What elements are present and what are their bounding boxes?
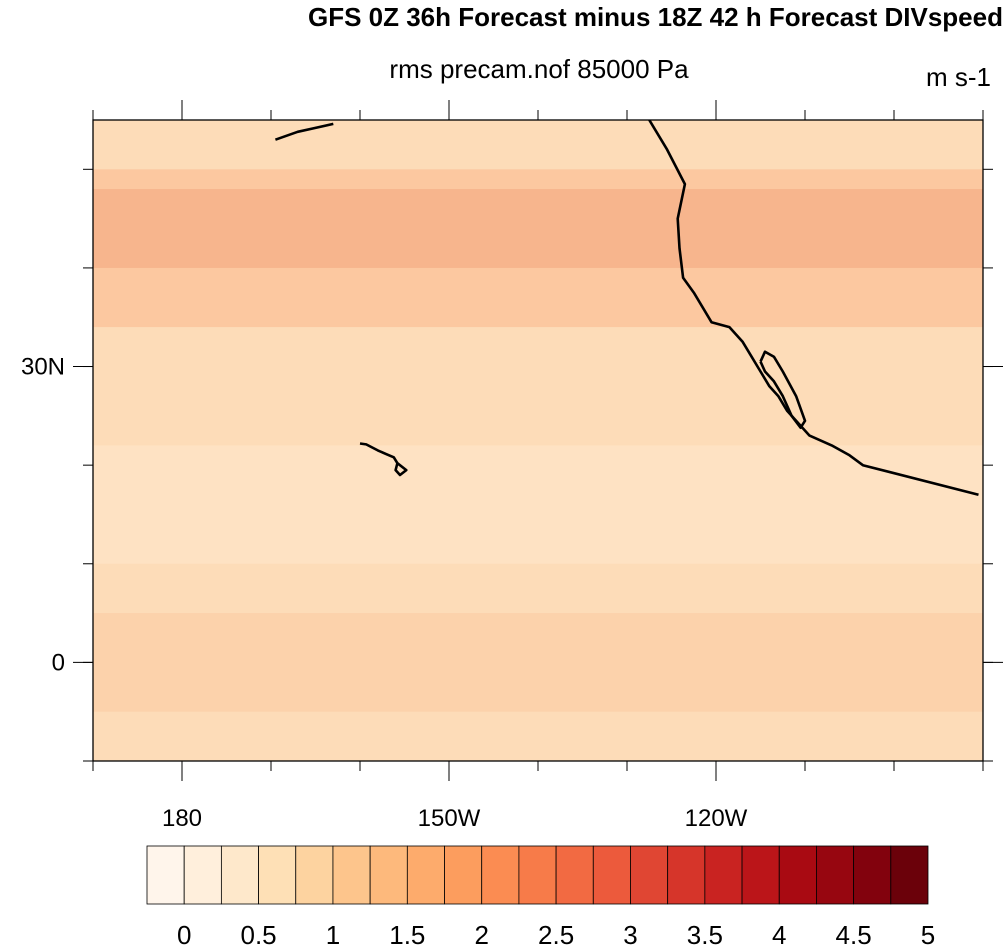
coastline-baja-peninsula <box>759 350 807 430</box>
data-field <box>93 120 983 761</box>
colorbar-label: 0 <box>177 920 191 948</box>
axis-ticks: 180 150W 120W 30N 0 <box>21 100 1003 832</box>
colorbar-label: 3 <box>623 920 637 948</box>
colorbar-swatch <box>146 845 185 905</box>
coastline-hawaii <box>359 442 408 477</box>
figure-subtitle: rms precam.nof 85000 Pa <box>389 54 689 84</box>
colorbar-swatch <box>332 845 371 905</box>
colorbar-swatch <box>704 845 743 905</box>
colorbar-label: 2.5 <box>538 920 574 948</box>
colorbar-swatch <box>183 845 222 905</box>
colorbar-label: 4 <box>772 920 786 948</box>
colorbar-swatch <box>444 845 483 905</box>
coastline-aleutians <box>274 122 334 141</box>
colorbar-swatch <box>406 845 445 905</box>
colorbar-swatch <box>555 845 594 905</box>
colorbar-swatch <box>369 845 408 905</box>
colorbar-label: 5 <box>921 920 935 948</box>
coastline-north-america <box>648 120 979 496</box>
field-region-band <box>93 189 983 268</box>
colorbar-swatch <box>778 845 817 905</box>
field-region-band <box>93 445 983 564</box>
colorbar-label: 3.5 <box>687 920 723 948</box>
colorbar-label: 0.5 <box>240 920 276 948</box>
field-region-band <box>93 613 983 712</box>
x-tick-label: 180 <box>162 805 202 832</box>
y-tick-label: 0 <box>52 649 65 676</box>
colorbar-swatch <box>853 845 892 905</box>
figure-title: GFS 0Z 36h Forecast minus 18Z 42 h Forec… <box>307 2 1003 32</box>
coastlines <box>274 120 979 496</box>
y-tick-label: 30N <box>21 354 65 381</box>
units-label: m s-1 <box>926 62 991 92</box>
colorbar-swatch <box>258 845 297 905</box>
colorbar-swatch <box>220 845 259 905</box>
colorbar-swatch <box>667 845 706 905</box>
colorbar-swatch <box>481 845 520 905</box>
colorbar-swatch <box>890 845 929 905</box>
colorbar-swatch <box>741 845 780 905</box>
x-tick-label: 150W <box>418 805 481 832</box>
colorbar-swatch <box>630 845 669 905</box>
colorbar: 0 0.5 1 1.5 2 2.5 3 3.5 4 4.5 5 <box>146 845 935 948</box>
colorbar-label: 1 <box>326 920 340 948</box>
colorbar-label: 2 <box>474 920 488 948</box>
colorbar-label: 1.5 <box>389 920 425 948</box>
colorbar-swatch <box>518 845 557 905</box>
colorbar-label: 4.5 <box>836 920 872 948</box>
colorbar-swatch <box>295 845 334 905</box>
colorbar-swatch <box>592 845 631 905</box>
x-tick-label: 120W <box>685 805 748 832</box>
colorbar-swatch <box>816 845 855 905</box>
